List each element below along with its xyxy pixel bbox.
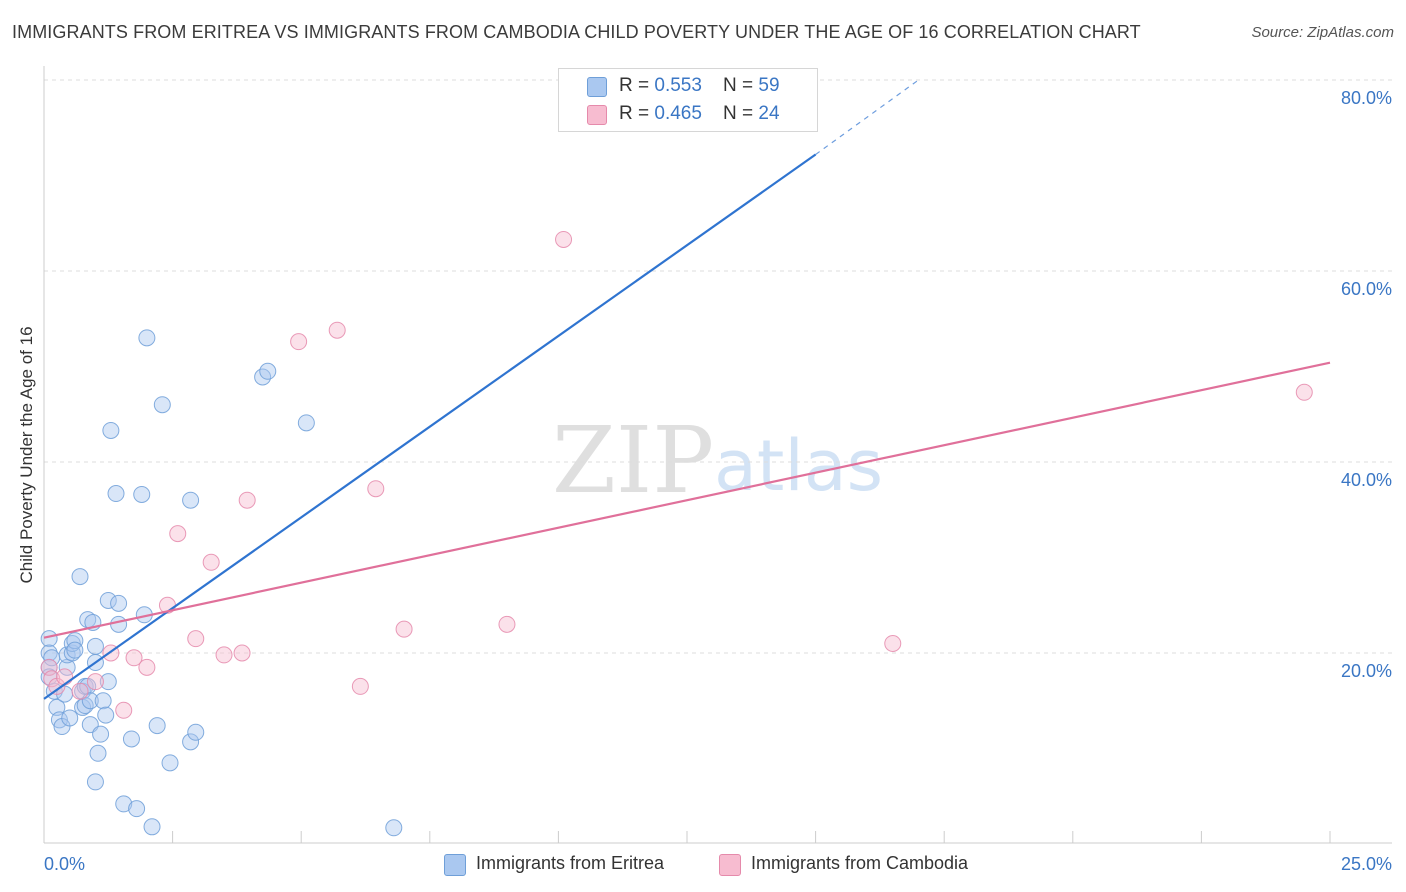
eritrea-point	[102, 421, 120, 439]
legend-n-value-eritrea: 59	[758, 75, 780, 96]
bottom-legend-swatch-cambodia	[719, 854, 741, 876]
gridlines	[44, 79, 1392, 654]
eritrea-trendline	[43, 153, 817, 700]
eritrea-point	[92, 725, 110, 743]
y-tick-label: 20.0%	[1341, 661, 1392, 681]
legend-n-label: N =	[723, 75, 759, 96]
x-tick-label: 0.0%	[44, 854, 85, 874]
y-tick-label: 60.0%	[1341, 279, 1392, 299]
eritrea-point	[259, 362, 277, 380]
cambodia-point	[555, 230, 573, 248]
axes	[43, 66, 1392, 844]
eritrea-point	[133, 485, 151, 503]
cambodia-point	[395, 620, 413, 638]
eritrea-point	[63, 634, 81, 652]
tick-labels: 20.0% 40.0% 60.0% 80.0% 0.0% 25.0%	[44, 88, 1392, 874]
cambodia-trendline	[43, 361, 1331, 639]
eritrea-point	[110, 594, 128, 612]
series-eritrea-points	[40, 111, 732, 837]
legend-n-value-cambodia: 24	[758, 103, 780, 124]
eritrea-point	[66, 641, 84, 659]
eritrea-point	[110, 615, 128, 633]
eritrea-point	[182, 733, 200, 751]
cambodia-point	[233, 644, 251, 662]
cambodia-point	[125, 649, 143, 667]
cambodia-point	[884, 634, 902, 652]
eritrea-point	[128, 800, 146, 818]
watermark-atlas: atlas	[714, 425, 883, 507]
eritrea-point	[40, 630, 58, 648]
y-tick-label: 80.0%	[1341, 88, 1392, 108]
cambodia-point	[71, 682, 89, 700]
eritrea-point	[385, 819, 403, 837]
cambodia-point	[290, 333, 308, 351]
eritrea-point	[66, 632, 84, 650]
series-cambodia-points	[40, 230, 1313, 719]
eritrea-point	[122, 730, 140, 748]
chart-title: IMMIGRANTS FROM ERITREA VS IMMIGRANTS FR…	[12, 22, 1141, 42]
eritrea-point	[182, 491, 200, 509]
legend-r-value-cambodia: 0.465	[654, 103, 702, 124]
cambodia-point	[56, 668, 74, 686]
eritrea-point	[97, 706, 115, 724]
cambodia-point	[202, 553, 220, 571]
legend-swatch-cambodia	[587, 105, 607, 125]
eritrea-point	[48, 698, 66, 716]
eritrea-point	[40, 644, 58, 662]
legend-r-value-eritrea: 0.553	[654, 75, 702, 96]
eritrea-point	[115, 795, 133, 813]
eritrea-point	[161, 754, 179, 772]
cambodia-point	[115, 701, 133, 719]
legend-r-label: R =	[619, 103, 655, 124]
eritrea-point	[86, 637, 104, 655]
cambodia-point	[215, 646, 233, 664]
cambodia-point	[351, 677, 369, 695]
eritrea-point	[107, 485, 125, 503]
cambodia-point	[187, 630, 205, 648]
cambodia-point	[1295, 383, 1313, 401]
eritrea-point	[86, 773, 104, 791]
eritrea-point	[94, 692, 112, 710]
eritrea-point	[61, 709, 79, 727]
cambodia-point	[86, 673, 104, 691]
bottom-legend-swatch-eritrea	[444, 854, 466, 876]
eritrea-point	[99, 673, 117, 691]
eritrea-point	[297, 414, 315, 432]
eritrea-point	[89, 744, 107, 762]
x-tick-label: 25.0%	[1341, 854, 1392, 874]
bottom-legend-label-cambodia: Immigrants from Cambodia	[751, 853, 969, 873]
trendlines	[43, 79, 1331, 700]
cambodia-point	[498, 615, 516, 633]
legend-n-label: N =	[723, 103, 759, 124]
stats-legend: R = 0.553 N = 59 R = 0.465 N = 24	[558, 68, 818, 132]
eritrea-trendline-extension	[815, 79, 919, 155]
eritrea-point	[148, 717, 166, 735]
cambodia-point	[367, 480, 385, 498]
eritrea-point	[143, 818, 161, 836]
eritrea-point	[138, 329, 156, 347]
chart-source: Source: ZipAtlas.com	[1251, 24, 1394, 41]
watermark-zip: ZIP	[552, 407, 714, 514]
legend-r-label: R =	[619, 75, 655, 96]
y-tick-label: 40.0%	[1341, 470, 1392, 490]
eritrea-point	[71, 568, 89, 586]
legend-swatch-eritrea	[587, 77, 607, 97]
eritrea-point	[187, 723, 205, 741]
cambodia-point	[138, 658, 156, 676]
bottom-legend-label-eritrea: Immigrants from Eritrea	[476, 853, 665, 873]
y-axis-label: Child Poverty Under the Age of 16	[17, 326, 36, 584]
cambodia-point	[238, 491, 256, 509]
eritrea-point	[153, 396, 171, 414]
eritrea-point	[50, 711, 68, 729]
cambodia-point	[328, 321, 346, 339]
eritrea-point	[63, 644, 81, 662]
cambodia-point	[169, 525, 187, 543]
eritrea-point	[99, 591, 117, 609]
